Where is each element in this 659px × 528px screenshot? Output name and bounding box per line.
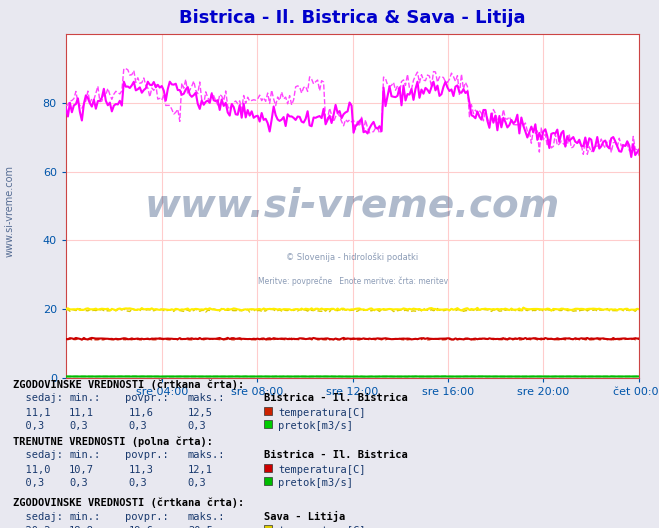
Text: 12,1: 12,1 [188,465,213,475]
Text: min.:: min.: [69,450,100,460]
Text: temperatura[C]: temperatura[C] [278,526,366,528]
Text: 11,1: 11,1 [69,408,94,418]
Text: 11,3: 11,3 [129,465,154,475]
Text: maks.:: maks.: [188,393,225,403]
Text: 11,1: 11,1 [13,408,51,418]
Text: pretok[m3/s]: pretok[m3/s] [278,478,353,488]
Text: temperatura[C]: temperatura[C] [278,408,366,418]
Text: 19,6: 19,6 [129,526,154,528]
Text: Bistrica - Il. Bistrica: Bistrica - Il. Bistrica [264,450,407,460]
Text: 0,3: 0,3 [69,478,88,488]
Text: maks.:: maks.: [188,450,225,460]
Text: pretok[m3/s]: pretok[m3/s] [278,421,353,431]
Text: www.si-vreme.com: www.si-vreme.com [145,187,560,225]
Text: 0,3: 0,3 [13,421,44,431]
Text: temperatura[C]: temperatura[C] [278,465,366,475]
Text: Sava - Litija: Sava - Litija [264,511,345,522]
Text: 11,6: 11,6 [129,408,154,418]
Text: Bistrica - Il. Bistrica: Bistrica - Il. Bistrica [264,393,407,403]
Text: min.:: min.: [69,512,100,522]
Text: 0,3: 0,3 [188,421,206,431]
Title: Bistrica - Il. Bistrica & Sava - Litija: Bistrica - Il. Bistrica & Sava - Litija [179,9,526,27]
Text: povpr.:: povpr.: [125,393,169,403]
Text: 20,2: 20,2 [13,526,51,528]
Text: TRENUTNE VREDNOSTI (polna črta):: TRENUTNE VREDNOSTI (polna črta): [13,437,213,447]
Text: povpr.:: povpr.: [125,512,169,522]
Text: 0,3: 0,3 [69,421,88,431]
Text: min.:: min.: [69,393,100,403]
Text: ZGODOVINSKE VREDNOSTI (črtkana črta):: ZGODOVINSKE VREDNOSTI (črtkana črta): [13,498,244,508]
Text: sedaj:: sedaj: [13,450,63,460]
Text: 0,3: 0,3 [129,421,147,431]
Text: 10,7: 10,7 [69,465,94,475]
Text: www.si-vreme.com: www.si-vreme.com [5,165,15,257]
Text: 20,5: 20,5 [188,526,213,528]
Text: 0,3: 0,3 [129,478,147,488]
Text: 0,3: 0,3 [13,478,44,488]
Text: 18,8: 18,8 [69,526,94,528]
Text: 12,5: 12,5 [188,408,213,418]
Text: sedaj:: sedaj: [13,512,63,522]
Text: maks.:: maks.: [188,512,225,522]
Text: povpr.:: povpr.: [125,450,169,460]
Text: 11,0: 11,0 [13,465,51,475]
Text: ZGODOVINSKE VREDNOSTI (črtkana črta):: ZGODOVINSKE VREDNOSTI (črtkana črta): [13,380,244,390]
Text: © Slovenija - hidrološki podatki: © Slovenija - hidrološki podatki [287,253,418,262]
Text: 0,3: 0,3 [188,478,206,488]
Text: Meritve: povprečne   Enote meritve: črta: meritev: Meritve: povprečne Enote meritve: črta: … [258,277,447,286]
Text: sedaj:: sedaj: [13,393,63,403]
